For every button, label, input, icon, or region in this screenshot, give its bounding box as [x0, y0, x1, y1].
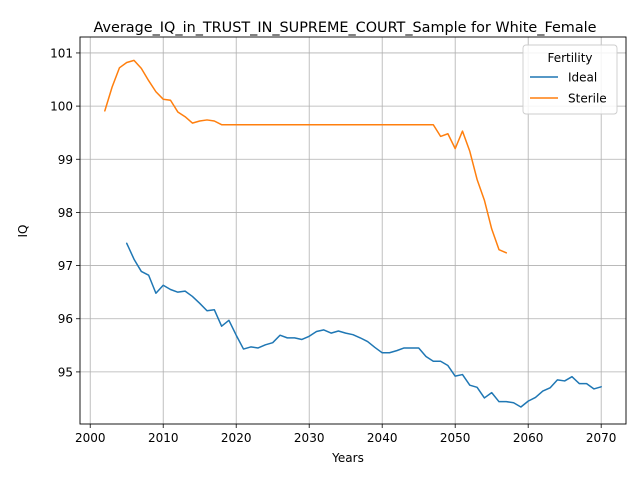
y-tick-label: 97	[58, 259, 73, 273]
legend-title: Fertility	[547, 51, 592, 65]
x-tick-label: 2030	[294, 431, 325, 445]
y-tick-label: 101	[50, 46, 73, 60]
legend-label-ideal: Ideal	[568, 71, 597, 85]
y-tick-label: 98	[58, 206, 73, 220]
y-tick-label: 99	[58, 153, 73, 167]
y-tick-label: 95	[58, 365, 73, 379]
x-tick-label: 2060	[513, 431, 544, 445]
x-tick-label: 2070	[586, 431, 617, 445]
chart-title: Average_IQ_in_TRUST_IN_SUPREME_COURT_Sam…	[94, 20, 597, 36]
x-tick-label: 2020	[221, 431, 252, 445]
legend: Fertility Ideal Sterile	[523, 45, 617, 114]
x-tick-label: 2050	[440, 431, 471, 445]
y-axis-label: IQ	[16, 225, 30, 238]
x-tick-label: 2040	[367, 431, 398, 445]
y-tick-label: 100	[50, 100, 73, 114]
y-tick-label: 96	[58, 312, 73, 326]
x-tick-label: 2010	[148, 431, 179, 445]
x-tick-label: 2000	[75, 431, 106, 445]
x-axis-label: Years	[331, 451, 364, 465]
legend-label-sterile: Sterile	[568, 92, 607, 106]
